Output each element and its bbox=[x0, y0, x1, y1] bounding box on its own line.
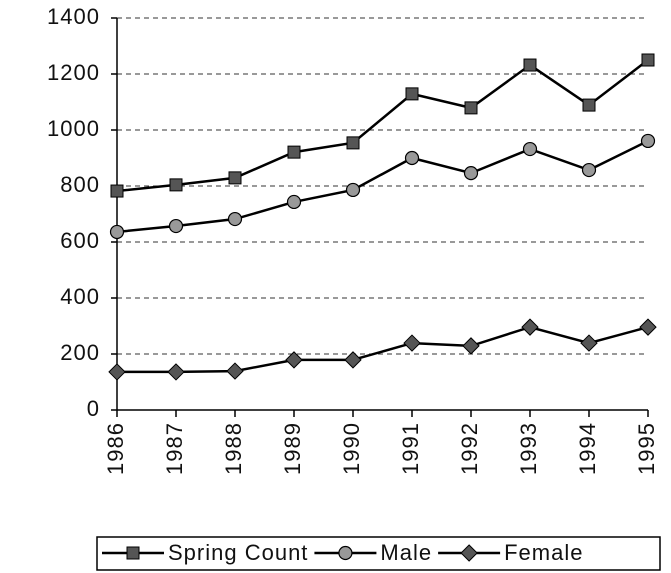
x-tick-label: 1995 bbox=[634, 422, 659, 475]
marker bbox=[227, 211, 243, 227]
marker bbox=[460, 544, 478, 562]
x-tick-label: 1986 bbox=[103, 422, 128, 475]
marker bbox=[344, 351, 362, 369]
y-tick-label: 200 bbox=[60, 340, 100, 365]
marker bbox=[287, 145, 301, 159]
y-tick-label: 0 bbox=[87, 396, 100, 421]
x-tick-label: 1990 bbox=[339, 422, 364, 475]
y-tick-label: 800 bbox=[60, 172, 100, 197]
marker bbox=[522, 141, 538, 157]
marker bbox=[345, 182, 361, 198]
legend: Spring Count Male Female bbox=[96, 536, 661, 571]
marker bbox=[228, 171, 242, 185]
marker bbox=[641, 53, 655, 67]
marker bbox=[404, 150, 420, 166]
legend-label: Female bbox=[504, 540, 583, 565]
marker bbox=[403, 334, 421, 352]
marker bbox=[338, 545, 353, 561]
marker bbox=[167, 363, 185, 381]
x-tick-label: 1989 bbox=[280, 422, 305, 475]
x-tick-label: 1992 bbox=[457, 422, 482, 475]
marker bbox=[110, 184, 124, 198]
marker bbox=[640, 133, 656, 149]
marker bbox=[464, 101, 478, 115]
marker bbox=[582, 98, 596, 112]
series-line bbox=[117, 325, 649, 374]
marker bbox=[169, 178, 183, 192]
marker bbox=[405, 87, 419, 101]
marker bbox=[521, 318, 539, 336]
x-tick-label: 1988 bbox=[221, 422, 246, 475]
marker bbox=[126, 546, 140, 560]
marker bbox=[580, 334, 598, 352]
marker bbox=[346, 136, 360, 150]
legend-label: Male bbox=[380, 540, 432, 565]
series-line bbox=[116, 139, 649, 234]
legend-label: Spring Count bbox=[168, 540, 308, 565]
y-tick-label: 1200 bbox=[47, 60, 100, 85]
x-tick-label: 1987 bbox=[162, 422, 187, 475]
y-tick-label: 400 bbox=[60, 284, 100, 309]
y-tick-label: 600 bbox=[60, 228, 100, 253]
marker bbox=[581, 162, 597, 178]
x-tick-label: 1993 bbox=[516, 422, 541, 475]
marker bbox=[523, 58, 537, 72]
legend-box bbox=[96, 536, 661, 571]
marker bbox=[639, 318, 657, 336]
marker bbox=[286, 194, 302, 210]
marker bbox=[168, 218, 184, 234]
marker bbox=[462, 337, 480, 355]
y-tick-label: 1400 bbox=[47, 4, 100, 29]
marker bbox=[226, 362, 244, 380]
marker bbox=[463, 166, 479, 181]
y-tick-label: 1000 bbox=[47, 116, 100, 141]
marker bbox=[109, 224, 125, 240]
marker bbox=[108, 363, 126, 381]
marker bbox=[285, 351, 303, 369]
x-tick-label: 1991 bbox=[398, 422, 423, 475]
series-line bbox=[116, 59, 649, 193]
x-tick-label: 1994 bbox=[575, 422, 600, 475]
